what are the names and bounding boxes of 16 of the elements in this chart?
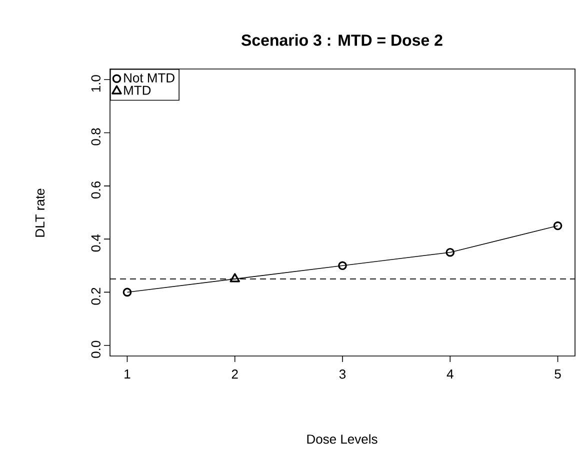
x-tick-label: 1 — [124, 370, 130, 378]
chart-title: Scenario 3 : MTD = Dose 2 — [241, 34, 442, 46]
x-tick-label: 4 — [446, 370, 454, 378]
y-tick-label: 0.0 — [91, 340, 100, 358]
x-tick-label: 2 — [232, 370, 238, 379]
y-tick-label: 0.8 — [91, 128, 100, 146]
x-tick-label: 5 — [554, 370, 561, 379]
legend-label: MTD — [124, 86, 151, 95]
legend-label: Not MTD — [124, 73, 174, 82]
x-tick-label: 3 — [339, 370, 346, 379]
y-tick-label: 0.4 — [91, 234, 100, 252]
y-tick-label: 1.0 — [91, 75, 100, 92]
y-axis-title: DLT rate — [35, 188, 45, 237]
x-axis-title: Dose Levels — [307, 434, 378, 444]
y-tick-label: 0.2 — [91, 288, 100, 305]
y-tick-label: 0.6 — [91, 181, 100, 198]
